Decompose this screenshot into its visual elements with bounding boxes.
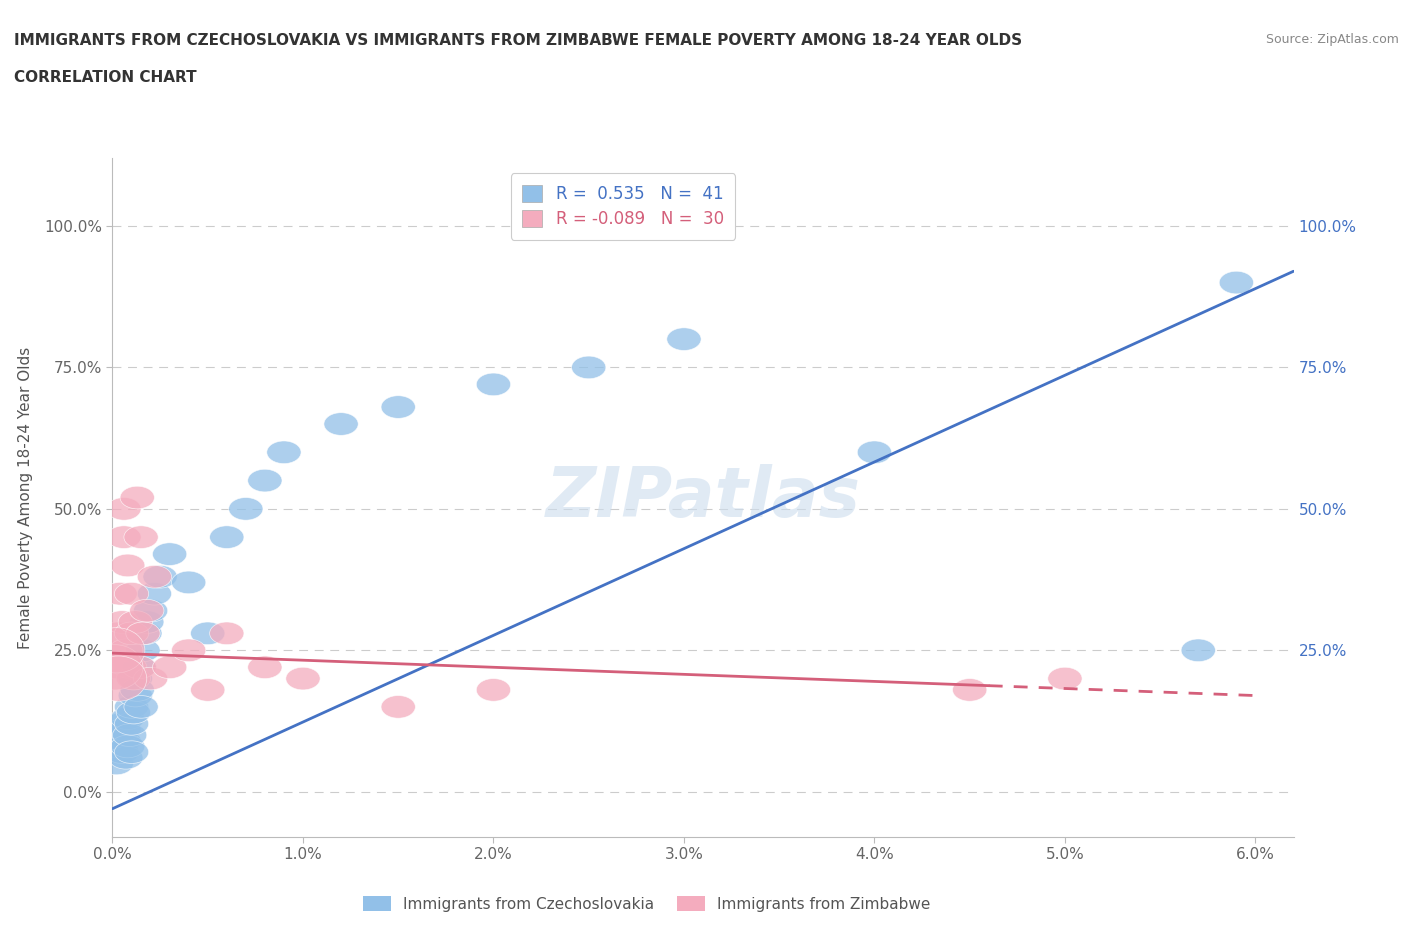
Ellipse shape — [143, 565, 177, 588]
Ellipse shape — [138, 582, 172, 605]
Ellipse shape — [477, 373, 510, 396]
Ellipse shape — [191, 679, 225, 701]
Ellipse shape — [105, 741, 139, 764]
Ellipse shape — [87, 628, 145, 673]
Ellipse shape — [118, 668, 152, 690]
Ellipse shape — [247, 656, 283, 679]
Ellipse shape — [477, 679, 510, 701]
Ellipse shape — [381, 696, 415, 718]
Ellipse shape — [107, 498, 141, 520]
Ellipse shape — [118, 611, 152, 633]
Ellipse shape — [125, 639, 160, 661]
Ellipse shape — [666, 327, 702, 351]
Ellipse shape — [952, 679, 987, 701]
Ellipse shape — [111, 707, 145, 729]
Ellipse shape — [114, 582, 149, 605]
Ellipse shape — [247, 470, 283, 492]
Ellipse shape — [172, 639, 205, 661]
Ellipse shape — [111, 554, 145, 577]
Ellipse shape — [118, 684, 152, 707]
Ellipse shape — [103, 724, 138, 747]
Ellipse shape — [134, 668, 167, 690]
Ellipse shape — [112, 656, 146, 679]
Ellipse shape — [86, 644, 143, 690]
Ellipse shape — [107, 729, 141, 752]
Ellipse shape — [191, 622, 225, 644]
Ellipse shape — [100, 752, 134, 775]
Ellipse shape — [111, 736, 145, 758]
Ellipse shape — [209, 525, 243, 549]
Ellipse shape — [105, 712, 139, 736]
Ellipse shape — [1181, 639, 1215, 661]
Text: ZIPatlas: ZIPatlas — [546, 464, 860, 531]
Legend: R =  0.535   N =  41, R = -0.089   N =  30: R = 0.535 N = 41, R = -0.089 N = 30 — [510, 173, 735, 240]
Ellipse shape — [120, 486, 155, 509]
Ellipse shape — [101, 622, 135, 644]
Text: IMMIGRANTS FROM CZECHOSLOVAKIA VS IMMIGRANTS FROM ZIMBABWE FEMALE POVERTY AMONG : IMMIGRANTS FROM CZECHOSLOVAKIA VS IMMIGR… — [14, 33, 1022, 47]
Ellipse shape — [117, 701, 150, 724]
Text: Source: ZipAtlas.com: Source: ZipAtlas.com — [1265, 33, 1399, 46]
Ellipse shape — [129, 600, 165, 622]
Ellipse shape — [125, 622, 160, 644]
Ellipse shape — [101, 736, 135, 758]
Ellipse shape — [285, 668, 321, 690]
Ellipse shape — [1047, 668, 1083, 690]
Ellipse shape — [229, 498, 263, 520]
Ellipse shape — [381, 396, 415, 418]
Ellipse shape — [114, 622, 149, 644]
Ellipse shape — [122, 656, 156, 679]
Ellipse shape — [267, 441, 301, 464]
Ellipse shape — [120, 679, 155, 701]
Ellipse shape — [117, 668, 150, 690]
Ellipse shape — [323, 413, 359, 435]
Ellipse shape — [100, 656, 134, 679]
Ellipse shape — [134, 600, 167, 622]
Legend: Immigrants from Czechoslovakia, Immigrants from Zimbabwe: Immigrants from Czechoslovakia, Immigran… — [357, 889, 936, 918]
Ellipse shape — [858, 441, 891, 464]
Ellipse shape — [152, 543, 187, 565]
Ellipse shape — [114, 712, 149, 736]
Ellipse shape — [152, 656, 187, 679]
Ellipse shape — [172, 571, 205, 593]
Ellipse shape — [138, 565, 172, 588]
Ellipse shape — [114, 696, 149, 718]
Ellipse shape — [107, 525, 141, 549]
Ellipse shape — [90, 656, 146, 701]
Ellipse shape — [129, 611, 165, 633]
Text: CORRELATION CHART: CORRELATION CHART — [14, 70, 197, 85]
Ellipse shape — [105, 611, 139, 633]
Ellipse shape — [572, 356, 606, 379]
Ellipse shape — [209, 622, 243, 644]
Ellipse shape — [112, 724, 146, 747]
Y-axis label: Female Poverty Among 18-24 Year Olds: Female Poverty Among 18-24 Year Olds — [18, 347, 32, 649]
Ellipse shape — [107, 718, 141, 741]
Ellipse shape — [103, 582, 138, 605]
Ellipse shape — [108, 747, 143, 769]
Ellipse shape — [1219, 272, 1254, 294]
Ellipse shape — [128, 622, 162, 644]
Ellipse shape — [122, 656, 156, 679]
Ellipse shape — [124, 696, 159, 718]
Ellipse shape — [108, 639, 143, 661]
Ellipse shape — [114, 741, 149, 764]
Ellipse shape — [124, 525, 159, 549]
